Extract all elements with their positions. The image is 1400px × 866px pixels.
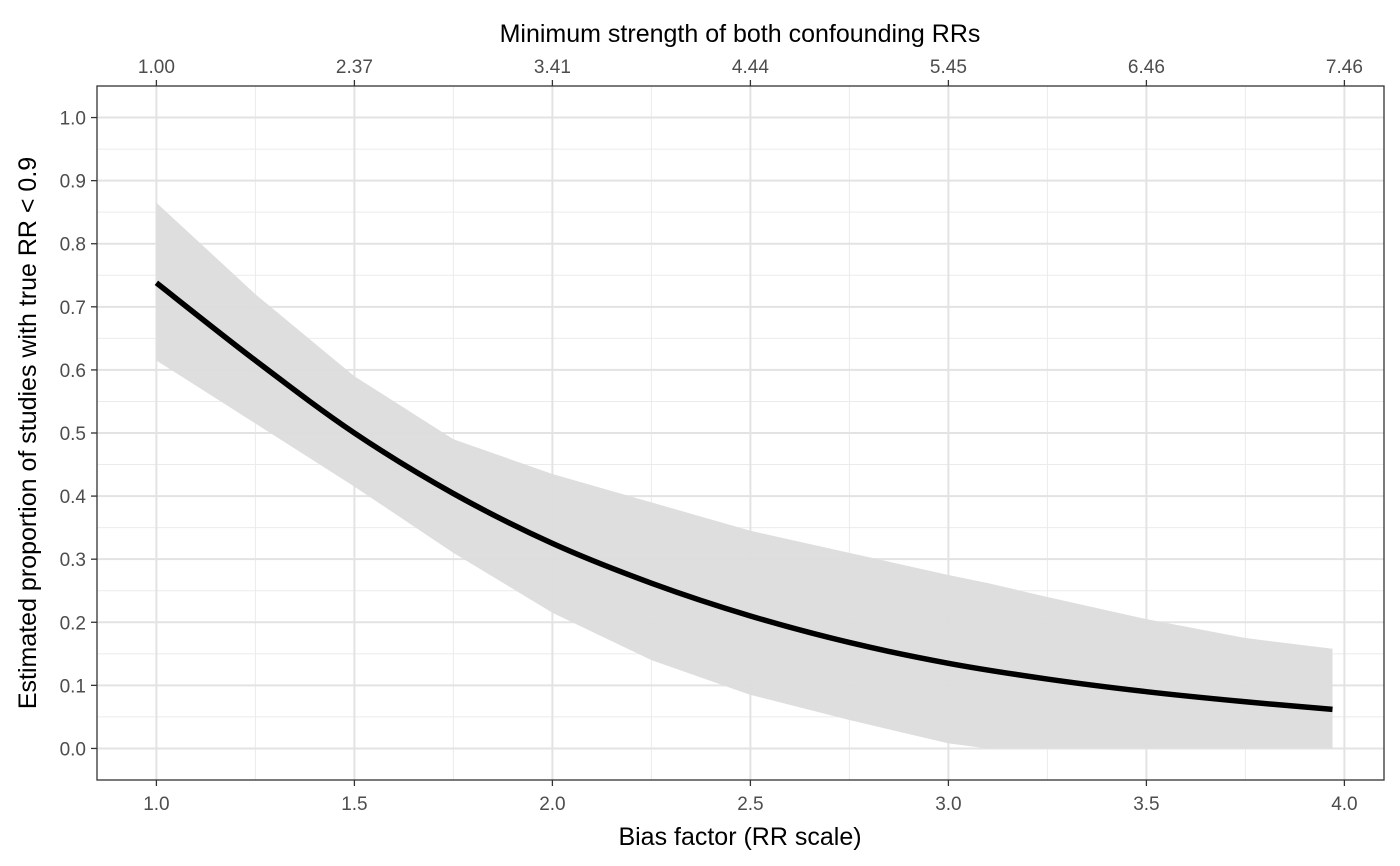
- confidence-band: [156, 202, 1333, 749]
- y-tick-label: 0.7: [60, 298, 86, 319]
- y-axis-title: Estimated proportion of studies with tru…: [14, 157, 42, 709]
- y-tick-label: 0.1: [60, 676, 86, 697]
- y-tick-label: 0.6: [60, 361, 86, 382]
- y-tick-label: 0.2: [60, 613, 86, 634]
- axes-layer: 1.0 1.5 2.0 2.5 3.0 3.5 4.0 1.00 2.37 3.41 4.44 5.4…: [60, 57, 1385, 815]
- secondary-x-tick-label: 1.00: [138, 57, 175, 78]
- x-tick-label: 1.5: [341, 794, 367, 815]
- secondary-x-tick-label: 7.46: [1326, 57, 1363, 78]
- y-tick-label: 0.0: [60, 739, 86, 760]
- x-tick-label: 3.0: [935, 794, 961, 815]
- line-layer: [154, 280, 1333, 713]
- secondary-x-tick-label: 6.46: [1128, 57, 1165, 78]
- y-tick-label: 0.8: [60, 235, 86, 256]
- y-tick-label: 0.5: [60, 424, 86, 445]
- secondary-x-axis-title: Minimum strength of both confounding RRs: [500, 20, 981, 48]
- secondary-x-tick-label: 5.45: [930, 57, 967, 78]
- x-tick-label: 2.5: [737, 794, 763, 815]
- secondary-x-tick-label: 4.44: [732, 57, 769, 78]
- x-tick-label: 3.5: [1133, 794, 1159, 815]
- x-tick-label: 2.0: [539, 794, 565, 815]
- secondary-x-tick-label: 3.41: [534, 57, 571, 78]
- estimate-line: [154, 280, 1333, 713]
- x-tick-label: 4.0: [1331, 794, 1357, 815]
- y-tick-label: 0.3: [60, 550, 86, 571]
- x-tick-label: 1.0: [143, 794, 169, 815]
- y-tick-label: 0.4: [60, 487, 87, 508]
- y-tick-label: 1.0: [60, 109, 86, 130]
- band-layer: [156, 202, 1333, 749]
- secondary-x-tick-label: 2.37: [336, 57, 373, 78]
- x-axis-title: Bias factor (RR scale): [618, 823, 861, 851]
- y-tick-label: 0.9: [60, 172, 86, 193]
